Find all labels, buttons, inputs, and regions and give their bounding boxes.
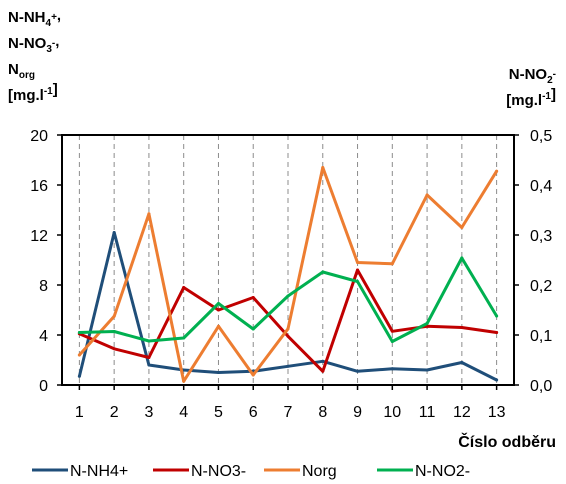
x-tick-label: 8 [318,404,327,421]
data-point [321,270,325,274]
data-point [495,169,499,173]
data-point [112,231,116,234]
data-point [460,256,464,260]
data-point [147,363,151,367]
data-point [216,371,220,374]
data-point [356,280,360,283]
data-point [495,331,499,334]
data-point [321,369,325,373]
data-point [495,314,499,318]
data-point [251,296,255,299]
x-tick-label: 6 [249,404,258,421]
series-line-N-NO3- [77,268,499,373]
right-tick-label: 0,3 [530,228,552,245]
data-point [356,369,360,373]
data-point [112,347,116,351]
data-point [460,226,464,229]
data-point [147,339,151,343]
legend: N-NH4+ N-NO3- Norg N-NO2- [32,463,470,480]
data-point [390,340,394,343]
right-axis-ticks: 0,0 0,1 0,2 0,3 0,4 0,5 [514,128,552,395]
data-point [286,364,290,368]
right-axis-label: N-NO2-[mg.l-1] [506,66,556,109]
left-tick-label: 0 [39,378,48,395]
data-point [425,322,429,325]
right-tick-label: 0,4 [530,178,552,195]
data-point [286,327,290,331]
left-tick-label: 12 [30,228,48,245]
x-axis-label: Číslo odběru [458,432,556,451]
data-point [251,327,255,331]
x-tick-label: 12 [453,404,471,421]
data-point [321,166,325,169]
left-tick-label: 20 [30,128,48,145]
data-point [216,308,220,312]
left-axis-ticks: 0 4 8 12 16 20 [30,128,62,395]
data-point [182,336,186,340]
right-tick-label: 0,2 [530,278,552,295]
right-tick-label: 0,5 [530,128,552,145]
x-tick-label: 9 [353,404,362,421]
x-tick-label: 10 [383,404,401,421]
legend-label: N-NO3- [191,463,246,480]
data-point [356,268,360,272]
x-tick-label: 13 [488,404,506,421]
data-point [390,329,394,333]
left-tick-label: 16 [30,178,48,195]
data-point [77,353,81,357]
grid-lines [78,135,498,385]
x-tick-label: 1 [75,404,84,421]
legend-label: N-NH4+ [70,463,128,480]
data-point [77,374,81,378]
data-point [425,193,429,197]
data-point [147,356,151,359]
data-point [182,379,186,383]
data-point [216,324,220,328]
data-point [77,331,81,334]
data-point [286,334,290,338]
data-point [251,373,255,377]
left-axis-label: N-NH4+, N-NO3-, Norg [mg.l-1] [8,7,61,104]
data-point [495,378,499,382]
data-point [321,359,325,363]
legend-label: N-NO2- [415,463,470,480]
data-point [112,330,116,333]
data-point [286,294,290,298]
data-point [112,314,116,318]
data-point [390,262,394,266]
x-tick-label: 5 [214,404,223,421]
data-point [356,261,360,264]
x-tick-label: 7 [284,404,293,421]
x-tick-label: 4 [179,404,188,421]
x-tick-label: 11 [419,404,436,421]
series-layer [77,166,499,383]
right-tick-label: 0,1 [530,328,552,345]
x-tick-label: 2 [110,404,119,421]
left-tick-label: 4 [39,328,48,345]
data-point [460,361,464,364]
x-tick-label: 3 [144,404,153,421]
x-axis-ticks: 1 2 3 4 5 6 7 8 9 10 11 12 13 [75,385,506,421]
left-tick-label: 8 [39,278,48,295]
right-tick-label: 0,0 [530,378,552,395]
data-point [216,302,220,305]
data-point [147,212,151,216]
legend-label: Norg [302,463,337,480]
data-point [390,367,394,371]
data-point [182,286,186,289]
data-point [425,368,429,372]
data-point [460,326,464,329]
